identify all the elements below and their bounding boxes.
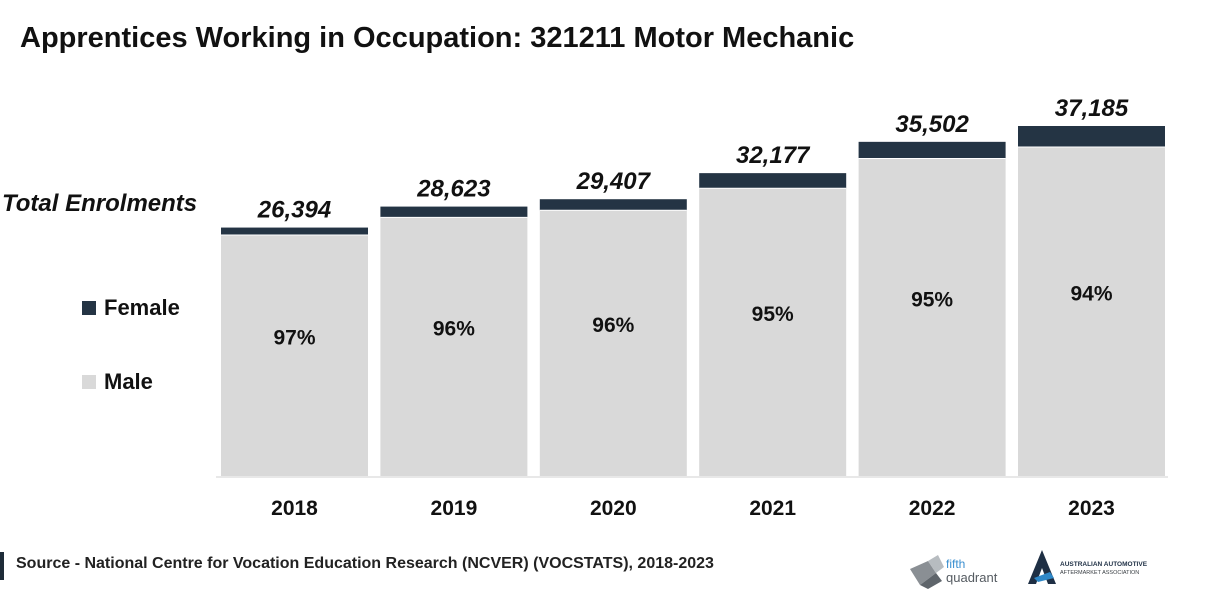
- svg-text:quadrant: quadrant: [946, 570, 998, 585]
- total-label-2023: 37,185: [1055, 95, 1129, 122]
- source-note: Source - National Centre for Vocation Ed…: [16, 555, 714, 572]
- x-tick-label-2023: 2023: [1068, 497, 1115, 520]
- male-percent-label-2018: 97%: [273, 327, 315, 350]
- total-label-2020: 29,407: [576, 168, 652, 195]
- bar-male-2023: [1018, 147, 1165, 476]
- male-percent-label-2022: 95%: [911, 288, 953, 311]
- bar-female-2020: [539, 199, 687, 211]
- legend-item-female: Female: [82, 295, 180, 321]
- svg-text:fifth: fifth: [946, 557, 965, 571]
- bar-male-2021: [699, 188, 847, 476]
- bar-female-2023: [1018, 126, 1165, 147]
- legend-swatch-female: [82, 301, 96, 315]
- x-tick-label-2018: 2018: [271, 497, 318, 520]
- bar-female-2019: [380, 206, 528, 218]
- legend-label-male: Male: [104, 369, 153, 394]
- source-accent-bar: [0, 552, 4, 580]
- male-percent-label-2023: 94%: [1070, 283, 1112, 306]
- x-tick-label-2022: 2022: [909, 497, 956, 520]
- male-percent-label-2020: 96%: [592, 314, 634, 337]
- x-tick-label-2020: 2020: [590, 497, 637, 520]
- legend-swatch-male: [82, 375, 96, 389]
- x-tick-label-2019: 2019: [431, 497, 478, 520]
- svg-text:AUSTRALIAN AUTOMOTIVE: AUSTRALIAN AUTOMOTIVE: [1060, 561, 1148, 568]
- legend-label-female: Female: [104, 295, 180, 320]
- bar-male-2020: [539, 210, 687, 476]
- total-enrolments-label: Total Enrolments: [2, 190, 198, 217]
- total-label-2019: 28,623: [416, 176, 491, 203]
- svg-text:AFTERMARKET ASSOCIATION: AFTERMARKET ASSOCIATION: [1060, 570, 1139, 576]
- chart-title: Apprentices Working in Occupation: 32121…: [20, 22, 855, 54]
- bar-male-2018: [221, 235, 368, 476]
- total-label-2018: 26,394: [257, 197, 331, 224]
- stacked-bar-chart: 26,394 97% 2018 28,623 96% 2019 29,407 96% 2020 3…: [216, 95, 1168, 520]
- bar-male-2019: [380, 217, 528, 476]
- x-tick-label-2021: 2021: [749, 497, 796, 520]
- bar-female-2018: [221, 227, 368, 236]
- bar-female-2022: [858, 141, 1006, 159]
- male-percent-label-2019: 96%: [433, 318, 475, 341]
- total-label-2022: 35,502: [895, 111, 969, 138]
- bar-male-2022: [858, 158, 1006, 476]
- bar-female-2021: [699, 173, 847, 189]
- legend-item-male: Male: [82, 369, 153, 395]
- total-label-2021: 32,177: [736, 142, 811, 169]
- aaaa-logo: AUSTRALIAN AUTOMOTIVE AFTERMARKET ASSOCI…: [1028, 550, 1148, 584]
- male-percent-label-2021: 95%: [752, 303, 794, 326]
- fifth-quadrant-logo: fifth quadrant: [910, 555, 998, 589]
